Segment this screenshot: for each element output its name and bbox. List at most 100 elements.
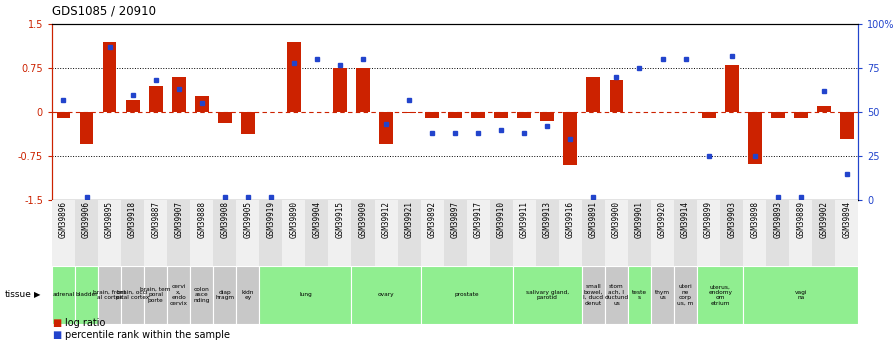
Text: GSM39898: GSM39898 bbox=[750, 201, 759, 238]
Bar bbox=[817, 106, 831, 112]
Bar bbox=[144, 200, 168, 266]
Bar bbox=[98, 266, 121, 324]
Bar bbox=[794, 112, 807, 118]
Text: brain, occi
pital cortex: brain, occi pital cortex bbox=[116, 290, 150, 300]
Bar bbox=[190, 200, 213, 266]
Bar bbox=[490, 200, 513, 266]
Bar bbox=[467, 200, 490, 266]
Bar bbox=[398, 200, 420, 266]
Bar bbox=[835, 200, 858, 266]
Text: GSM39910: GSM39910 bbox=[496, 201, 505, 238]
Bar bbox=[813, 200, 835, 266]
Bar bbox=[697, 266, 743, 324]
Bar bbox=[56, 112, 71, 118]
Bar bbox=[75, 266, 98, 324]
Text: GSM39897: GSM39897 bbox=[451, 201, 460, 238]
Bar bbox=[351, 200, 375, 266]
Text: GSM39905: GSM39905 bbox=[244, 201, 253, 238]
Text: salivary gland,
parotid: salivary gland, parotid bbox=[526, 290, 569, 300]
Bar bbox=[237, 200, 259, 266]
Bar bbox=[190, 266, 213, 324]
Bar bbox=[674, 200, 697, 266]
Text: lung: lung bbox=[299, 293, 312, 297]
Text: GSM39889: GSM39889 bbox=[797, 201, 806, 238]
Bar bbox=[237, 266, 259, 324]
Text: prostate: prostate bbox=[454, 293, 479, 297]
Text: colon
asce
nding: colon asce nding bbox=[194, 287, 210, 303]
Text: GSM39892: GSM39892 bbox=[427, 201, 436, 238]
Bar bbox=[448, 112, 462, 118]
Bar bbox=[329, 200, 351, 266]
Text: ovary: ovary bbox=[378, 293, 394, 297]
Bar bbox=[605, 200, 628, 266]
Bar bbox=[306, 200, 329, 266]
Text: stom
ach, I
ductund
us: stom ach, I ductund us bbox=[605, 284, 628, 306]
Text: GSM39918: GSM39918 bbox=[128, 201, 137, 238]
Text: tissue: tissue bbox=[4, 290, 31, 299]
Text: GSM39916: GSM39916 bbox=[566, 201, 575, 238]
Bar bbox=[375, 200, 398, 266]
Text: GSM39891: GSM39891 bbox=[589, 201, 598, 238]
Bar bbox=[513, 200, 536, 266]
Bar bbox=[725, 65, 738, 112]
Bar bbox=[218, 112, 232, 123]
Text: GSM39895: GSM39895 bbox=[105, 201, 114, 238]
Bar bbox=[121, 200, 144, 266]
Bar bbox=[582, 266, 605, 324]
Bar bbox=[75, 200, 98, 266]
Text: GSM39909: GSM39909 bbox=[358, 201, 367, 238]
Bar bbox=[743, 266, 858, 324]
Text: log ratio: log ratio bbox=[65, 318, 106, 328]
Bar bbox=[444, 200, 467, 266]
Bar bbox=[513, 266, 582, 324]
Bar bbox=[121, 266, 144, 324]
Text: uterus,
endomy
om
etrium: uterus, endomy om etrium bbox=[708, 284, 732, 306]
Bar bbox=[241, 112, 254, 135]
Bar bbox=[356, 68, 370, 112]
Text: diap
hragm: diap hragm bbox=[215, 290, 235, 300]
Text: GSM39887: GSM39887 bbox=[151, 201, 160, 238]
Text: GSM39903: GSM39903 bbox=[728, 201, 737, 238]
Bar bbox=[517, 112, 531, 118]
Bar bbox=[420, 200, 444, 266]
Text: thym
us: thym us bbox=[655, 290, 670, 300]
Text: GSM39921: GSM39921 bbox=[405, 201, 414, 238]
Text: GSM39914: GSM39914 bbox=[681, 201, 690, 238]
Bar bbox=[333, 68, 347, 112]
Bar bbox=[168, 200, 190, 266]
Bar bbox=[213, 200, 237, 266]
Bar bbox=[559, 200, 582, 266]
Bar bbox=[587, 77, 600, 112]
Bar bbox=[80, 112, 93, 144]
Text: GSM39908: GSM39908 bbox=[220, 201, 229, 238]
Text: GSM39912: GSM39912 bbox=[382, 201, 391, 238]
Bar bbox=[771, 112, 785, 118]
Bar bbox=[144, 266, 168, 324]
Bar bbox=[98, 200, 121, 266]
Bar bbox=[582, 200, 605, 266]
Bar bbox=[168, 266, 190, 324]
Text: teste
s: teste s bbox=[632, 290, 647, 300]
Bar bbox=[103, 42, 116, 112]
Text: GSM39890: GSM39890 bbox=[289, 201, 298, 238]
Bar bbox=[259, 266, 351, 324]
Bar bbox=[426, 112, 439, 118]
Bar bbox=[52, 266, 75, 324]
Text: GDS1085 / 20910: GDS1085 / 20910 bbox=[52, 4, 156, 17]
Bar bbox=[609, 80, 624, 112]
Text: bladder: bladder bbox=[75, 293, 98, 297]
Bar bbox=[471, 112, 485, 118]
Bar bbox=[282, 200, 306, 266]
Bar bbox=[172, 77, 185, 112]
Text: GSM39915: GSM39915 bbox=[335, 201, 344, 238]
Text: GSM39920: GSM39920 bbox=[658, 201, 667, 238]
Text: GSM39919: GSM39919 bbox=[266, 201, 275, 238]
Text: adrenal: adrenal bbox=[52, 293, 74, 297]
Bar bbox=[651, 266, 674, 324]
Text: GSM39917: GSM39917 bbox=[474, 201, 483, 238]
Bar bbox=[402, 112, 416, 113]
Bar bbox=[379, 112, 393, 144]
Text: GSM39896: GSM39896 bbox=[59, 201, 68, 238]
Bar bbox=[651, 200, 674, 266]
Text: GSM39906: GSM39906 bbox=[82, 201, 91, 238]
